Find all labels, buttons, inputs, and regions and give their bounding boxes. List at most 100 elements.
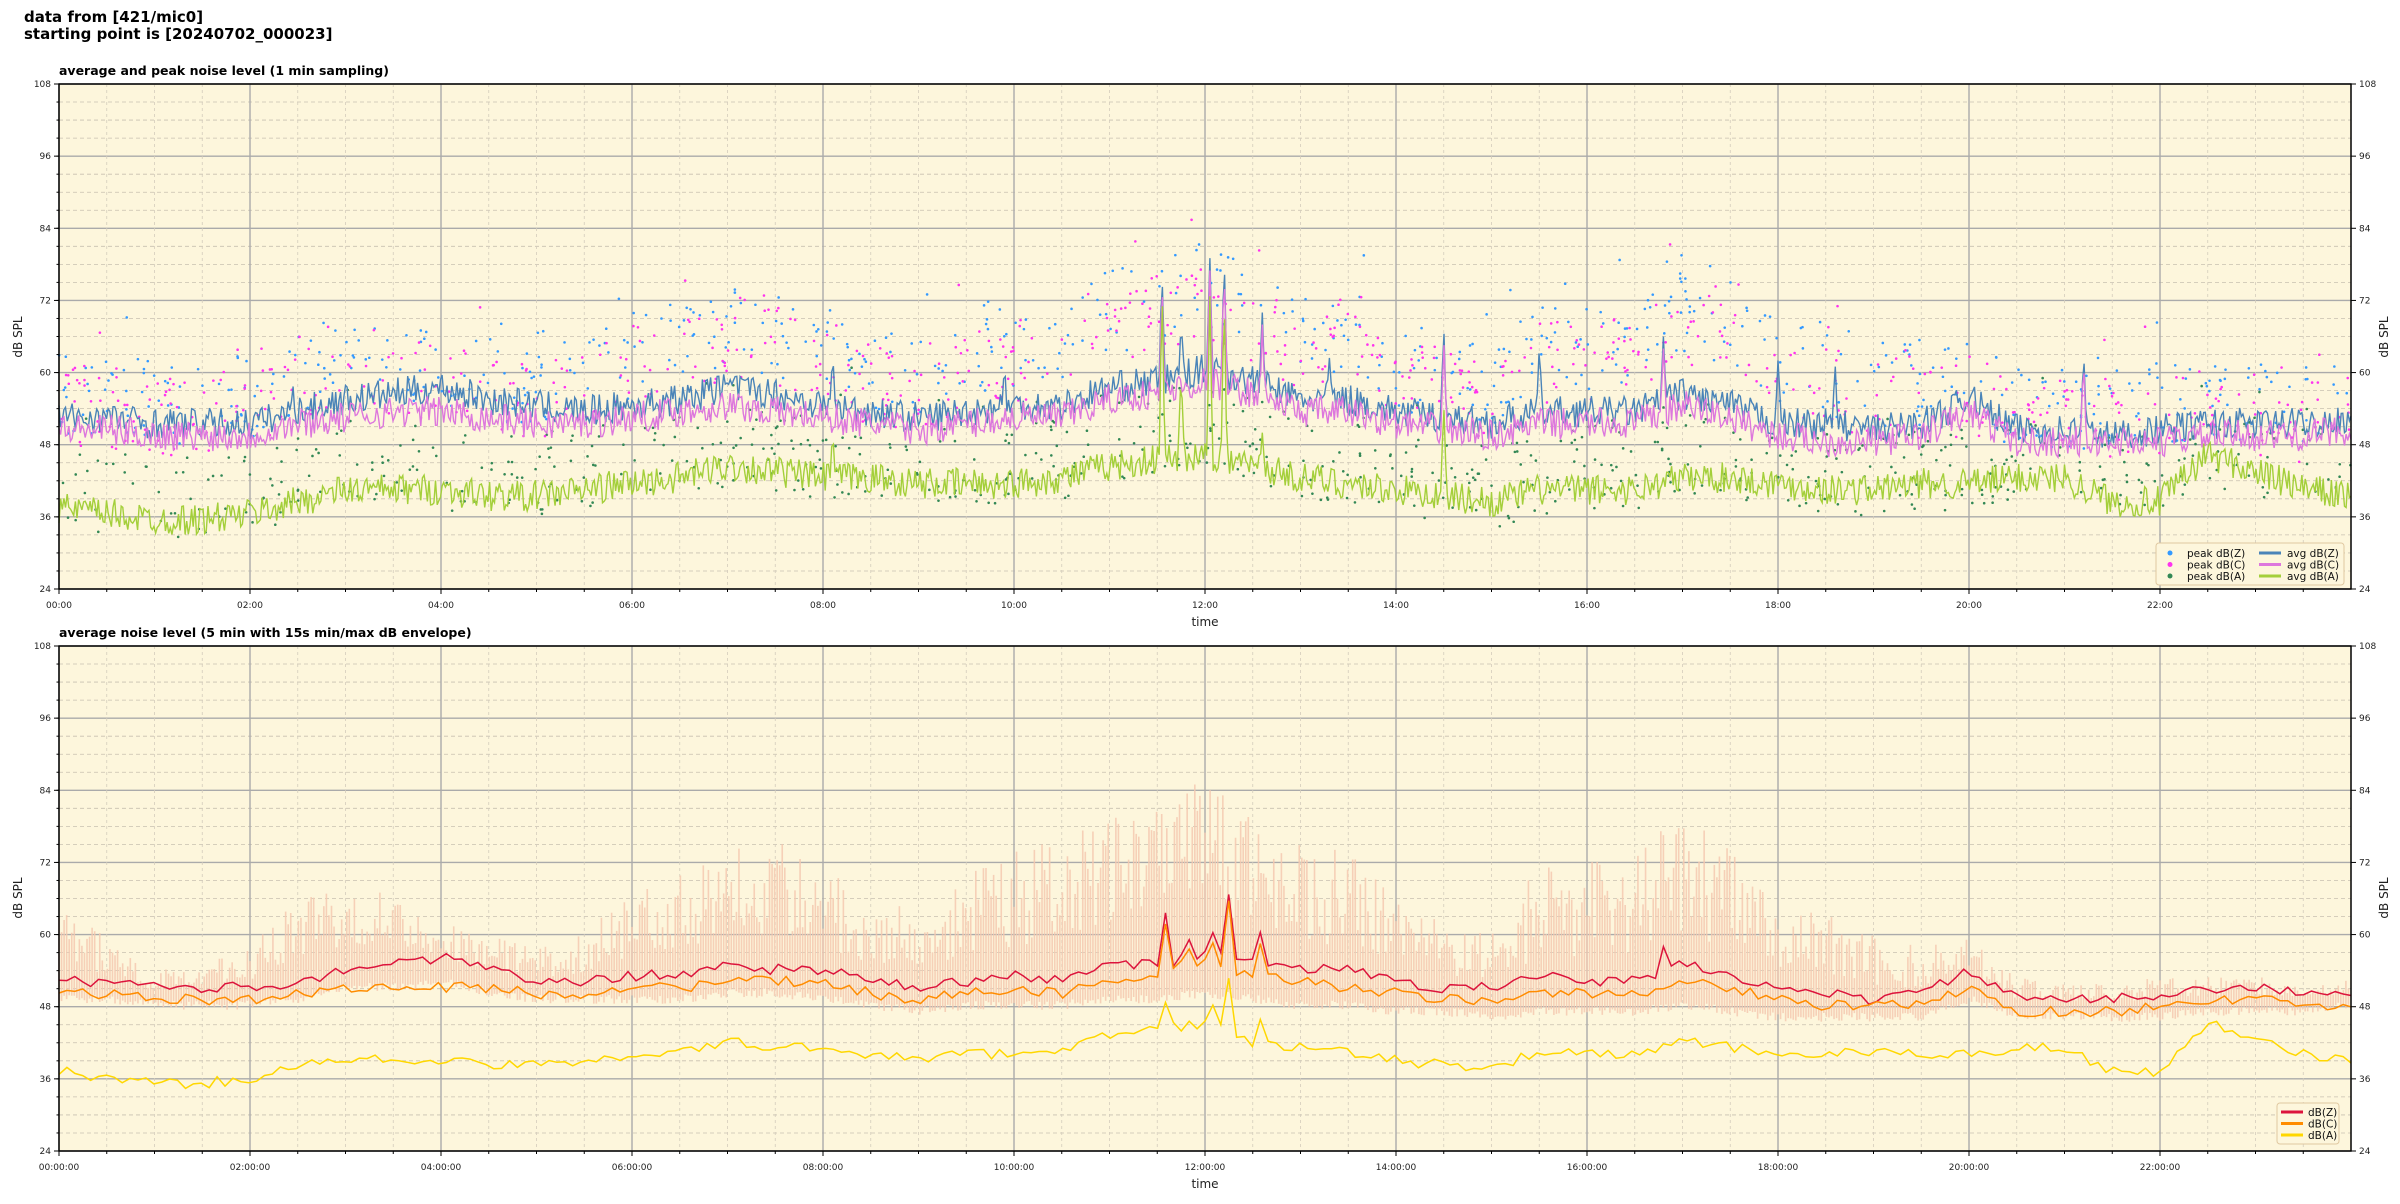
peak-point bbox=[195, 447, 198, 451]
peak-point bbox=[1389, 453, 1392, 456]
peak-point bbox=[1877, 365, 1881, 369]
peak-point bbox=[61, 481, 65, 485]
peak-point bbox=[569, 459, 573, 463]
peak-point bbox=[941, 369, 944, 373]
peak-point bbox=[280, 460, 283, 463]
peak-point bbox=[548, 456, 551, 459]
legend-label: avg dB(C) bbox=[2287, 560, 2339, 572]
peak-point bbox=[1376, 336, 1380, 340]
peak-point bbox=[169, 512, 173, 515]
peak-point bbox=[499, 322, 503, 326]
peak-point bbox=[99, 399, 102, 402]
peak-point bbox=[307, 347, 310, 351]
peak-point bbox=[694, 365, 697, 368]
peak-point bbox=[1420, 345, 1424, 349]
peak-point bbox=[1499, 400, 1503, 404]
peak-point bbox=[1340, 323, 1343, 327]
peak-point bbox=[349, 419, 352, 423]
peak-point bbox=[725, 315, 728, 318]
peak-point bbox=[296, 437, 300, 440]
peak-point bbox=[434, 454, 438, 458]
peak-point bbox=[1894, 471, 1897, 474]
peak-point bbox=[984, 322, 988, 326]
peak-point bbox=[1574, 341, 1578, 344]
peak-point bbox=[355, 463, 359, 466]
peak-point bbox=[78, 453, 82, 456]
peak-point bbox=[2305, 462, 2309, 466]
peak-point bbox=[773, 452, 776, 456]
peak-point bbox=[2218, 393, 2222, 397]
peak-point bbox=[826, 321, 830, 324]
peak-point bbox=[1364, 333, 1368, 337]
peak-point bbox=[490, 468, 493, 471]
peak-point bbox=[1113, 308, 1117, 312]
peak-point bbox=[269, 390, 273, 394]
peak-point bbox=[2208, 406, 2212, 409]
peak-point bbox=[824, 438, 828, 442]
peak-point bbox=[653, 431, 657, 435]
peak-point bbox=[1332, 459, 1335, 463]
peak-point bbox=[1471, 476, 1475, 479]
peak-point bbox=[1745, 498, 1748, 502]
peak-point bbox=[412, 399, 416, 403]
peak-point bbox=[1276, 350, 1279, 353]
peak-point bbox=[273, 523, 277, 526]
peak-point bbox=[998, 308, 1002, 311]
peak-point bbox=[126, 414, 130, 418]
peak-point bbox=[222, 370, 226, 374]
peak-point bbox=[345, 340, 348, 344]
peak-point bbox=[1858, 446, 1861, 450]
peak-point bbox=[1430, 378, 1434, 381]
peak-point bbox=[598, 353, 602, 357]
peak-point bbox=[1623, 339, 1626, 343]
peak-point bbox=[1314, 347, 1318, 350]
peak-point bbox=[1142, 348, 1146, 352]
peak-point bbox=[1423, 366, 1427, 370]
peak-point bbox=[835, 324, 838, 327]
peak-point bbox=[1069, 373, 1073, 376]
peak-point bbox=[776, 362, 779, 366]
peak-point bbox=[1723, 326, 1727, 329]
peak-point bbox=[385, 365, 388, 369]
x-tick-label: 00:00:00 bbox=[39, 1163, 80, 1173]
peak-point bbox=[1043, 366, 1046, 369]
peak-point bbox=[1599, 310, 1602, 314]
peak-point bbox=[1553, 499, 1557, 503]
peak-point bbox=[1357, 365, 1360, 369]
peak-point bbox=[2202, 422, 2205, 426]
peak-point bbox=[1807, 475, 1810, 479]
peak-point bbox=[1178, 386, 1181, 390]
peak-point bbox=[1109, 327, 1112, 331]
peak-point bbox=[1193, 296, 1197, 300]
peak-point bbox=[1255, 447, 1258, 451]
peak-point bbox=[1125, 348, 1129, 352]
peak-point bbox=[1397, 404, 1401, 407]
peak-point bbox=[601, 424, 605, 427]
y-tick-label-left: 96 bbox=[40, 714, 52, 724]
peak-point bbox=[819, 467, 823, 470]
peak-point bbox=[980, 380, 984, 384]
y-tick-label-right: 108 bbox=[2359, 642, 2376, 652]
peak-point bbox=[168, 377, 172, 381]
legend-label: dB(C) bbox=[2308, 1119, 2337, 1131]
peak-point bbox=[1223, 462, 1226, 465]
peak-point bbox=[673, 435, 677, 439]
peak-point bbox=[490, 461, 494, 465]
peak-point bbox=[348, 365, 352, 368]
x-tick-label: 22:00 bbox=[2147, 601, 2173, 611]
peak-point bbox=[1242, 301, 1246, 305]
bottom-chart-title: average noise level (5 min with 15s min/… bbox=[59, 625, 472, 640]
peak-point bbox=[777, 442, 780, 446]
peak-point bbox=[1176, 286, 1179, 289]
peak-point bbox=[1212, 296, 1216, 299]
peak-point bbox=[1790, 454, 1793, 457]
peak-point bbox=[2121, 448, 2124, 452]
peak-point bbox=[2215, 468, 2219, 472]
peak-point bbox=[230, 388, 233, 391]
peak-point bbox=[1669, 462, 1672, 466]
peak-point bbox=[1240, 273, 1244, 277]
peak-point bbox=[2181, 493, 2185, 496]
peak-point bbox=[1626, 374, 1629, 377]
peak-point bbox=[685, 459, 689, 463]
peak-point bbox=[733, 321, 737, 324]
